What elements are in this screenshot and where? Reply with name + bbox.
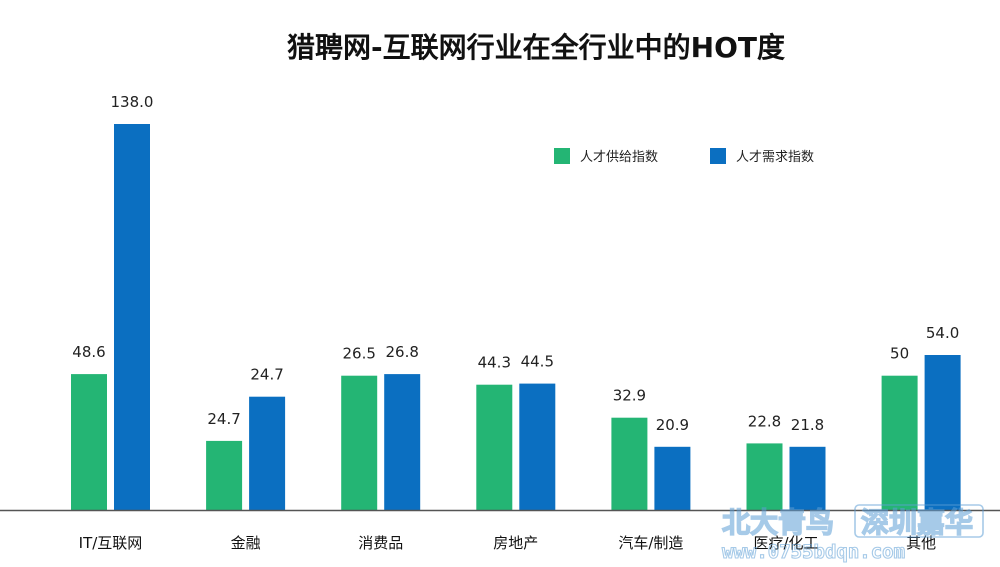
bar-demand-1 bbox=[249, 396, 286, 510]
legend-label-demand: 人才需求指数 bbox=[736, 150, 814, 165]
data-label-supply-3: 44.3 bbox=[478, 354, 511, 372]
category-ticks-group: IT/互联网 金融 消费品 房地产 汽车/制造 医疗/化工 其他 bbox=[79, 534, 936, 552]
bar-supply-0 bbox=[71, 374, 107, 510]
watermark-branch: 深圳嘉华 bbox=[861, 506, 973, 539]
data-label-demand-1: 24.7 bbox=[250, 366, 283, 384]
x-tick-label-6: 其他 bbox=[906, 534, 936, 552]
bar-supply-2 bbox=[341, 375, 378, 510]
data-label-supply-4: 32.9 bbox=[613, 387, 646, 405]
legend-label-supply: 人才供给指数 bbox=[580, 150, 658, 165]
legend: 人才供给指数 人才需求指数 bbox=[554, 148, 814, 165]
x-tick-label-0: IT/互联网 bbox=[79, 534, 143, 552]
data-label-demand-5: 21.8 bbox=[791, 416, 824, 434]
bar-demand-6 bbox=[924, 355, 961, 510]
data-label-supply-6: 50 bbox=[890, 345, 909, 363]
legend-swatch-supply bbox=[554, 148, 570, 164]
x-tick-label-5: 医疗/化工 bbox=[753, 534, 818, 552]
watermark-brand: 北大青鸟 bbox=[722, 506, 834, 539]
data-label-demand-2: 26.8 bbox=[385, 343, 418, 361]
bar-demand-5 bbox=[789, 446, 826, 510]
bar-demand-4 bbox=[654, 446, 691, 510]
data-label-demand-3: 44.5 bbox=[521, 353, 554, 371]
data-label-demand-0: 138.0 bbox=[111, 93, 154, 111]
data-label-demand-4: 20.9 bbox=[656, 416, 689, 434]
data-labels-group: 48.6 138.0 24.7 24.7 26.5 26.8 44.3 44.5 32.9 20.… bbox=[72, 93, 959, 434]
watermark-url: www.0755bdqn.com bbox=[722, 541, 905, 563]
watermark-branch-box bbox=[854, 504, 984, 538]
bar-demand-0 bbox=[114, 124, 150, 510]
bar-supply-6 bbox=[881, 375, 918, 510]
data-label-demand-6: 54.0 bbox=[926, 324, 959, 342]
data-label-supply-2: 26.5 bbox=[342, 345, 375, 363]
bar-demand-3 bbox=[519, 383, 556, 510]
bar-supply-5 bbox=[746, 443, 783, 510]
data-label-supply-5: 22.8 bbox=[748, 412, 781, 430]
data-label-supply-0: 48.6 bbox=[72, 343, 105, 361]
bar-supply-3 bbox=[476, 384, 513, 510]
bar-supply-1 bbox=[206, 440, 243, 510]
chart-title: 猎聘网-互联网行业在全行业中的HOT度 bbox=[287, 31, 785, 64]
bar-supply-4 bbox=[611, 417, 648, 510]
bar-demand-2 bbox=[384, 374, 421, 510]
x-tick-label-1: 金融 bbox=[231, 534, 261, 552]
data-label-supply-1: 24.7 bbox=[207, 410, 240, 428]
x-tick-label-2: 消费品 bbox=[358, 534, 403, 552]
x-tick-label-4: 汽车/制造 bbox=[618, 534, 683, 552]
bars-group bbox=[71, 124, 961, 510]
x-tick-label-3: 房地产 bbox=[493, 534, 538, 552]
legend-swatch-demand bbox=[710, 148, 726, 164]
watermark: 北大青鸟 深圳嘉华 www.0755bdqn.com bbox=[721, 504, 984, 564]
